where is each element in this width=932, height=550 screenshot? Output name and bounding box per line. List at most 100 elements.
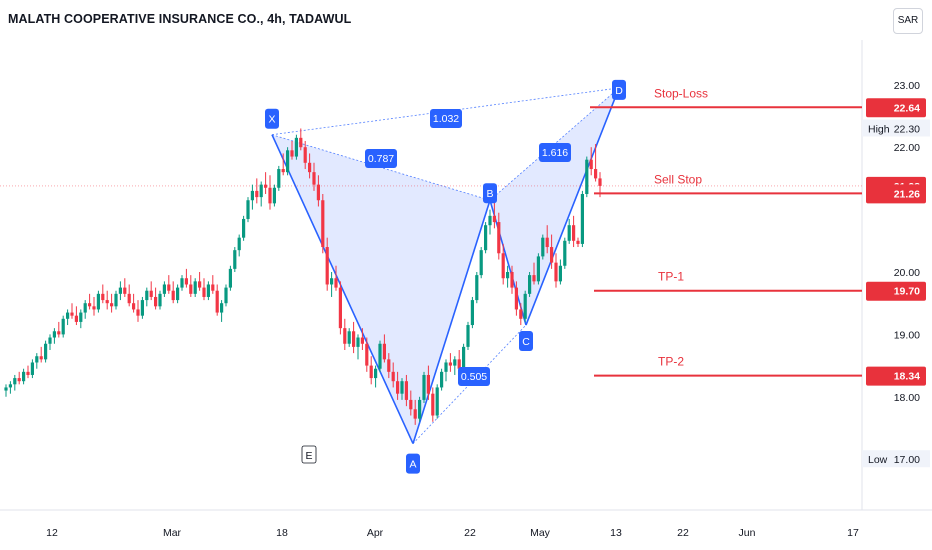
candle-body — [475, 275, 479, 301]
event-marker — [301, 445, 317, 464]
price-tag — [866, 98, 926, 118]
candle-body — [532, 275, 536, 282]
x-tick-label: 13 — [610, 527, 622, 539]
candle-body — [413, 409, 417, 419]
candle-body — [215, 290, 219, 313]
candle-body — [48, 337, 52, 344]
candle-body — [554, 262, 558, 282]
candle-body — [30, 362, 34, 375]
ratio-value: 1.032 — [433, 113, 459, 125]
candle-body — [158, 293, 162, 307]
candle-body — [176, 287, 180, 301]
candle-body — [572, 225, 576, 241]
candle-body — [462, 346, 466, 369]
candle-body — [466, 325, 470, 347]
x-tick-label: 22 — [677, 527, 689, 539]
ratio-badge — [539, 143, 571, 162]
candle-body — [286, 150, 290, 173]
candle-body — [127, 293, 131, 304]
ratio-value: 0.787 — [368, 153, 394, 165]
candle-body — [330, 278, 334, 285]
price-tag — [866, 281, 926, 301]
candle-body — [448, 362, 452, 366]
x-tick-label: Mar — [163, 527, 182, 539]
candle-body — [167, 284, 171, 291]
candle-body — [259, 184, 263, 198]
candle-body — [233, 250, 237, 269]
y-tick-label: 20.00 — [894, 267, 920, 279]
time-axis[interactable]: 12 Mar 18 Apr 22 May 13 22 Jun 17 — [46, 527, 859, 539]
candle-body — [237, 237, 241, 251]
candle-body — [343, 328, 347, 344]
x-tick-label: Jun — [739, 527, 756, 539]
candle-body — [391, 371, 395, 382]
high-box — [862, 119, 930, 137]
low-value: 17.00 — [894, 454, 920, 466]
candle-body — [585, 159, 589, 194]
low-box — [862, 450, 930, 468]
candle-body — [140, 300, 144, 316]
candle-body — [290, 150, 294, 157]
price-tag — [866, 184, 926, 204]
price-axis[interactable]: 23.00 22.00 20.00 19.00 18.00 High 22.30 Low 17.… — [862, 80, 930, 468]
candle-body — [255, 190, 259, 198]
candle-body — [118, 287, 122, 294]
candle-body — [382, 343, 386, 360]
chart-title: MALATH COOPERATIVE INSURANCE CO., 4h, TA… — [8, 12, 352, 26]
x-tick-label: 12 — [46, 527, 58, 539]
high-label: High — [868, 123, 890, 135]
candle-body — [453, 359, 457, 366]
price-tag — [866, 366, 926, 386]
candle-body — [492, 215, 496, 223]
currency-button[interactable]: SAR — [893, 8, 923, 34]
candle-body — [356, 337, 360, 347]
candle-body — [536, 256, 540, 282]
price-tag-value: 19.70 — [894, 286, 920, 298]
candle-body — [246, 200, 250, 219]
candle-body — [26, 371, 30, 375]
pattern-point-marker — [612, 79, 626, 100]
candle-body — [299, 137, 303, 148]
y-tick-label: 18.00 — [894, 392, 920, 404]
y-tick-label: 19.00 — [894, 329, 920, 341]
candle-body — [338, 287, 342, 329]
price-levels: Stop-Loss Sell Stop TP-1 TP-2 — [590, 86, 862, 377]
pattern-leg — [525, 87, 620, 326]
candle-body — [272, 187, 276, 204]
candle-body — [39, 356, 43, 360]
candle-body — [457, 359, 461, 369]
candle-body — [52, 331, 56, 338]
candle-body — [506, 272, 510, 279]
candle-body — [497, 222, 501, 254]
candle-body — [418, 399, 422, 419]
candle-body — [74, 315, 78, 322]
candle-body — [277, 169, 281, 188]
candle-body — [132, 303, 136, 310]
candle-body — [567, 225, 571, 241]
candle-body — [110, 303, 114, 307]
candle-body — [101, 293, 105, 301]
candle-body — [514, 287, 518, 310]
harmonic-pattern — [0, 87, 862, 444]
ratio-badge — [365, 149, 397, 168]
candle-body — [589, 159, 593, 170]
candle-body — [321, 200, 325, 248]
candle-body — [13, 378, 17, 385]
candle-body — [17, 378, 21, 382]
candle-body — [35, 356, 39, 363]
candle-body — [220, 303, 224, 313]
candle-body — [519, 309, 523, 319]
price-tag-value: 22.64 — [894, 102, 920, 114]
candle-body — [264, 184, 268, 188]
y-tick-label: 23.00 — [894, 80, 920, 92]
pattern-leg — [271, 134, 414, 444]
candle-body — [550, 247, 554, 263]
candle-body — [501, 253, 505, 279]
candle-body — [136, 309, 140, 316]
candle-body — [88, 303, 92, 307]
candle-body — [193, 281, 197, 294]
candle-body — [541, 237, 545, 257]
pattern-point-label: C — [522, 336, 530, 348]
candle-body — [114, 293, 118, 307]
